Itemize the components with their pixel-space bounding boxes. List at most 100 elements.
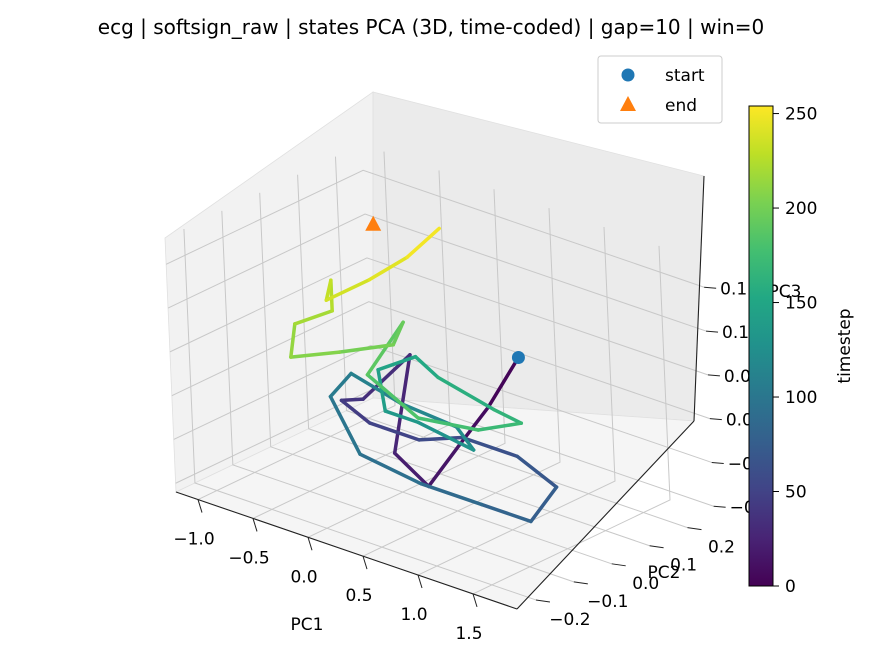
y-axis-label: PC2 xyxy=(648,563,681,583)
x-ticks: −1.0 −0.5 0.0 0.5 1.0 1.5 xyxy=(173,499,483,644)
z-tick-label: 0.0 xyxy=(724,367,751,387)
grid-line-y xyxy=(259,192,612,565)
trajectory-segment xyxy=(328,394,362,456)
grid-line-z xyxy=(167,213,707,332)
trajectory-segment xyxy=(339,398,372,425)
colorbar-tick-label: 150 xyxy=(785,294,817,314)
colorbar-tick-label: 100 xyxy=(785,388,817,408)
trajectory-segment xyxy=(392,451,431,489)
trajectory-segment xyxy=(293,309,334,326)
x-tick-mark xyxy=(472,593,478,608)
y-tick-mark xyxy=(687,527,702,531)
colorbar-tick-label: 0 xyxy=(785,577,796,597)
grid-line-x xyxy=(472,245,671,595)
y-tick-label: −0.1 xyxy=(587,592,628,612)
trajectory-series xyxy=(289,226,559,524)
y-axis-line xyxy=(516,420,695,610)
x-tick-mark xyxy=(417,574,423,589)
colorbar-tick-label: 50 xyxy=(785,483,807,503)
trajectory-segment xyxy=(436,375,496,412)
x-tick-label: 1.5 xyxy=(455,624,482,644)
grid-line-z xyxy=(165,169,705,288)
pane-faces xyxy=(164,91,705,610)
legend-start-label: start xyxy=(665,66,705,86)
z-tick-label: 0.1 xyxy=(720,279,747,299)
trajectory-segment xyxy=(324,277,372,302)
trajectory-segment xyxy=(405,226,441,259)
z-axis-line xyxy=(693,175,705,422)
colorbar-label: timestep xyxy=(835,308,855,383)
trajectory-segment xyxy=(416,420,476,452)
grid-lines xyxy=(165,151,714,601)
colorbar-tick-label: 250 xyxy=(785,105,817,125)
chart-title: ecg | softsign_raw | states PCA (3D, tim… xyxy=(98,15,764,39)
z-tick-label: 0.1 xyxy=(722,323,749,343)
x-axis-line xyxy=(175,491,518,610)
grid-line-x xyxy=(307,189,506,538)
z-tick-mark xyxy=(707,374,720,377)
y-ticks: −0.2−0.10.0 0.1 0.2 xyxy=(535,527,735,630)
z-tick-mark xyxy=(713,505,726,508)
x-tick-mark xyxy=(362,556,368,570)
pane-back-wall xyxy=(372,91,705,422)
trajectory-segment xyxy=(391,320,405,347)
legend-end-marker xyxy=(620,96,636,111)
legend-end-label: end xyxy=(665,96,697,116)
trajectory-segment xyxy=(419,481,484,507)
trajectory-segment xyxy=(358,452,423,486)
trajectory-segment xyxy=(367,255,409,282)
grid-line-x xyxy=(417,227,616,576)
y-tick-mark xyxy=(649,545,664,549)
colorbar: 0 50 100 150 200 250 timestep xyxy=(748,105,855,597)
trajectory-segment xyxy=(454,425,476,452)
colorbar-gradient xyxy=(748,105,774,587)
trajectory-segment xyxy=(365,320,405,377)
trajectory-segment xyxy=(376,368,388,413)
trajectory-segment xyxy=(417,435,465,442)
end-marker xyxy=(365,215,382,231)
z-tick-mark xyxy=(709,418,722,421)
trajectory-segment xyxy=(515,454,559,489)
axis-lines xyxy=(175,175,705,610)
grid-line-y xyxy=(183,228,537,601)
y-tick-label: 0.2 xyxy=(708,538,735,558)
trajectory-segment xyxy=(460,435,520,459)
grid-line-z xyxy=(169,257,709,376)
grid-line-x xyxy=(362,208,561,557)
colorbar-ticks: 0 50 100 150 200 250 xyxy=(773,105,817,597)
x-tick-label: 1.0 xyxy=(400,605,427,625)
trajectory-segment xyxy=(413,354,440,380)
trajectory-segment xyxy=(479,502,533,524)
z-tick-mark xyxy=(711,461,724,464)
colorbar-tick-label: 200 xyxy=(785,199,817,219)
trajectory-segment xyxy=(367,421,421,442)
y-tick-label: 0.0 xyxy=(632,574,659,594)
z-tick-label: 0.0 xyxy=(726,411,753,431)
trajectory-segment xyxy=(289,350,342,359)
z-tick-mark xyxy=(705,330,719,333)
legend: start end xyxy=(597,55,723,124)
trajectory-segment xyxy=(324,278,333,302)
trajectory-segment xyxy=(337,343,396,354)
x-tick-mark xyxy=(307,537,313,551)
grid-line-y xyxy=(297,174,650,547)
grid-line-z xyxy=(171,301,710,420)
start-marker xyxy=(511,351,525,365)
trajectory-segment xyxy=(486,355,521,410)
z-tick-mark xyxy=(704,286,717,289)
y-tick-label: 0.1 xyxy=(670,556,697,576)
trajectory-segment xyxy=(416,416,480,432)
trajectory-segment xyxy=(289,322,297,359)
z-axis-label: PC3 xyxy=(769,282,802,302)
grid-line-x xyxy=(197,151,396,500)
x-tick-label: 0.0 xyxy=(290,567,317,587)
grid-line-z xyxy=(173,344,712,463)
trajectory-segment xyxy=(426,443,462,489)
x-axis-label: PC1 xyxy=(291,615,324,635)
x-tick-mark xyxy=(252,518,258,532)
legend-start-marker xyxy=(621,68,635,82)
trajectory-segment xyxy=(365,372,420,420)
grid-line-y xyxy=(334,156,688,529)
trajectory-segment xyxy=(529,485,559,524)
